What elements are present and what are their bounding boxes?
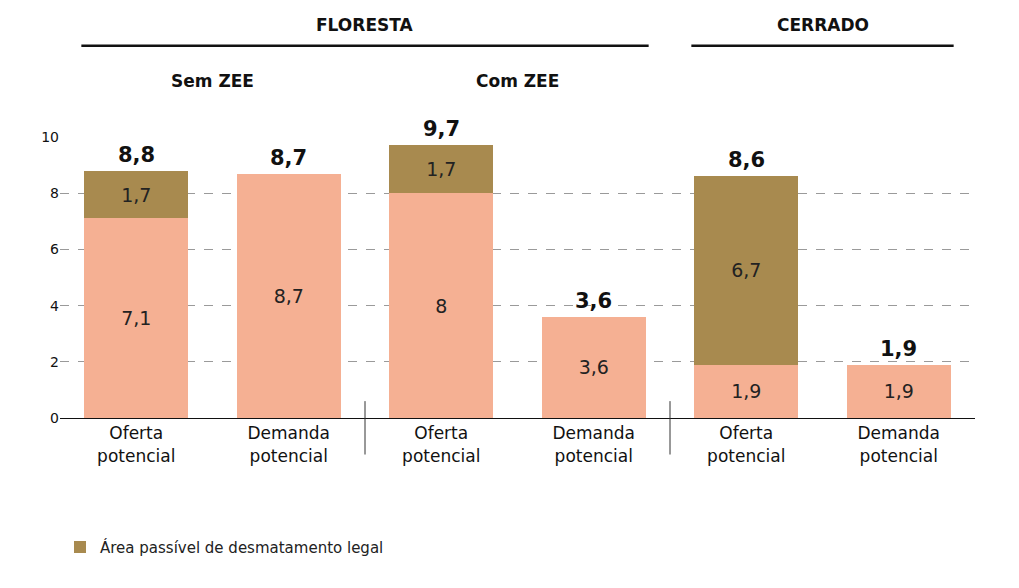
svg-text:1,7: 1,7	[426, 158, 456, 180]
svg-text:Ofertapotencial: Ofertapotencial	[707, 423, 785, 465]
svg-text:Demandapotencial: Demandapotencial	[552, 423, 635, 465]
svg-text:8,7: 8,7	[274, 285, 304, 307]
svg-text:1,7: 1,7	[121, 184, 151, 206]
svg-text:2: 2	[50, 354, 59, 370]
svg-text:0: 0	[50, 410, 59, 426]
svg-text:1,9: 1,9	[731, 380, 761, 402]
svg-text:1,9: 1,9	[880, 337, 917, 361]
svg-text:8,8: 8,8	[118, 143, 155, 167]
svg-text:8: 8	[435, 295, 447, 317]
svg-text:9,7: 9,7	[423, 117, 460, 141]
svg-text:CERRADO: CERRADO	[777, 15, 869, 35]
svg-text:FLORESTA: FLORESTA	[316, 15, 414, 35]
svg-text:10: 10	[41, 129, 59, 145]
svg-text:Área passível de desmatamento: Área passível de desmatamento legal	[100, 538, 383, 557]
svg-text:6: 6	[50, 241, 59, 257]
svg-text:1,9: 1,9	[884, 380, 914, 402]
svg-text:8: 8	[50, 185, 59, 201]
svg-text:Ofertapotencial: Ofertapotencial	[402, 423, 480, 465]
svg-text:4: 4	[50, 298, 59, 314]
svg-text:3,6: 3,6	[579, 356, 609, 378]
svg-text:Sem ZEE: Sem ZEE	[171, 71, 254, 91]
svg-text:Ofertapotencial: Ofertapotencial	[97, 423, 175, 465]
svg-text:6,7: 6,7	[731, 259, 761, 281]
svg-text:Demandapotencial: Demandapotencial	[247, 423, 330, 465]
svg-text:Com ZEE: Com ZEE	[476, 71, 559, 91]
svg-text:3,6: 3,6	[575, 289, 612, 313]
svg-text:8,6: 8,6	[728, 148, 765, 172]
svg-text:8,7: 8,7	[270, 146, 307, 170]
svg-text:Demandapotencial: Demandapotencial	[857, 423, 940, 465]
svg-text:7,1: 7,1	[121, 307, 151, 329]
